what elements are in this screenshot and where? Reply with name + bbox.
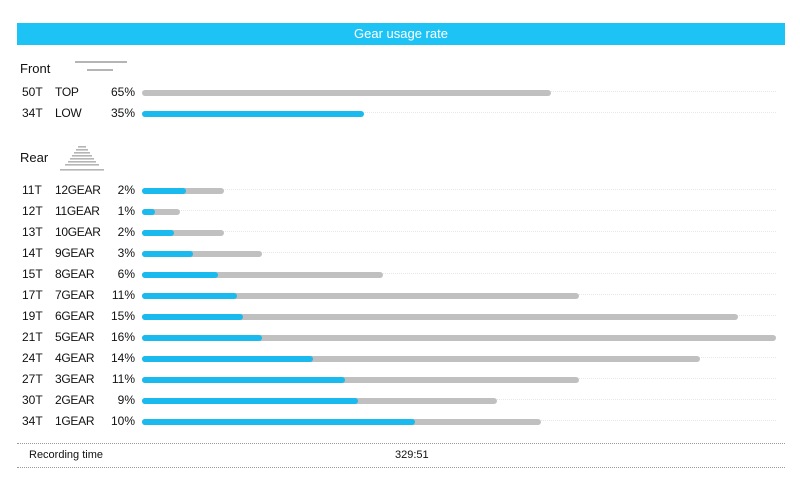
usage-percent: 2% xyxy=(117,225,135,239)
usage-percent: 10% xyxy=(110,414,135,428)
usage-bar-blue xyxy=(142,188,186,194)
gear-label: 5GEAR xyxy=(55,330,95,344)
usage-bar-blue xyxy=(142,230,174,236)
gear-label: 9GEAR xyxy=(55,246,95,260)
footer-divider-top xyxy=(17,443,785,444)
gear-row: 34T 1GEAR 10% xyxy=(0,411,800,432)
gear-row: 12T 11GEAR 1% xyxy=(0,201,800,222)
usage-percent: 1% xyxy=(117,204,135,218)
usage-bar-blue xyxy=(142,377,345,383)
gear-label: 1GEAR xyxy=(55,414,95,428)
tooth-count: 34T xyxy=(22,106,43,120)
gear-usage-header: Gear usage rate xyxy=(17,23,785,45)
gear-row: 30T 2GEAR 9% xyxy=(0,390,800,411)
gear-label: 6GEAR xyxy=(55,309,95,323)
bar-track xyxy=(142,210,776,215)
gear-label: TOP xyxy=(55,85,79,99)
tooth-count: 12T xyxy=(22,204,43,218)
usage-bar-gray xyxy=(142,230,224,236)
gear-label: 8GEAR xyxy=(55,267,95,281)
gear-row: 15T 8GEAR 6% xyxy=(0,264,800,285)
tooth-count: 21T xyxy=(22,330,43,344)
page-title: Gear usage rate xyxy=(354,26,448,41)
gear-row: 34T LOW 35% xyxy=(0,103,800,124)
gear-row: 24T 4GEAR 14% xyxy=(0,348,800,369)
bar-track xyxy=(142,189,776,194)
usage-bar-gray xyxy=(142,377,579,383)
usage-bar-gray xyxy=(142,90,551,96)
usage-percent: 11% xyxy=(111,288,135,302)
usage-percent: 2% xyxy=(117,183,135,197)
gear-label: 2GEAR xyxy=(55,393,95,407)
tooth-count: 19T xyxy=(22,309,43,323)
gear-row: 27T 3GEAR 11% xyxy=(0,369,800,390)
usage-percent: 15% xyxy=(110,309,135,323)
tooth-count: 15T xyxy=(22,267,43,281)
gear-row: 11T 12GEAR 2% xyxy=(0,180,800,201)
usage-bar-gray xyxy=(142,293,579,299)
usage-bar-gray xyxy=(142,356,700,362)
tooth-count: 24T xyxy=(22,351,43,365)
usage-percent: 11% xyxy=(111,372,135,386)
gear-row: 13T 10GEAR 2% xyxy=(0,222,800,243)
tooth-count: 11T xyxy=(22,183,42,197)
chainring-icon xyxy=(75,61,127,71)
usage-bar-blue xyxy=(142,335,262,341)
gear-label: 11GEAR xyxy=(55,204,100,218)
usage-bar-gray xyxy=(142,314,738,320)
usage-bar-gray xyxy=(142,272,383,278)
usage-bar-blue xyxy=(142,209,155,215)
usage-bar-blue xyxy=(142,419,415,425)
gear-row: 50T TOP 65% xyxy=(0,82,800,103)
bar-track xyxy=(142,231,776,236)
usage-percent: 16% xyxy=(110,330,135,344)
rear-section-label: Rear xyxy=(20,150,49,165)
tooth-count: 30T xyxy=(22,393,43,407)
recording-time-value: 329:51 xyxy=(395,449,429,461)
cassette-icon xyxy=(60,146,104,171)
tooth-count: 34T xyxy=(22,414,43,428)
usage-bar-blue xyxy=(142,272,218,278)
bar-track xyxy=(142,273,776,278)
usage-bar-blue xyxy=(142,356,313,362)
tooth-count: 50T xyxy=(22,85,43,99)
gear-label: 7GEAR xyxy=(55,288,95,302)
usage-bar-gray xyxy=(142,209,180,215)
usage-bar-blue xyxy=(142,251,193,257)
usage-percent: 9% xyxy=(117,393,135,407)
bar-track xyxy=(142,112,776,117)
usage-percent: 14% xyxy=(110,351,135,365)
recording-time-label: Recording time xyxy=(29,449,103,461)
usage-bar-blue xyxy=(142,398,358,404)
gear-row: 14T 9GEAR 3% xyxy=(0,243,800,264)
tooth-count: 27T xyxy=(22,372,43,386)
usage-bar-gray xyxy=(142,335,776,341)
tooth-count: 13T xyxy=(22,225,43,239)
gear-label: 3GEAR xyxy=(55,372,95,386)
usage-percent: 6% xyxy=(117,267,135,281)
gear-label: LOW xyxy=(55,106,82,120)
usage-percent: 35% xyxy=(110,106,135,120)
usage-bar-gray xyxy=(142,251,262,257)
bar-track xyxy=(142,252,776,257)
tooth-count: 17T xyxy=(22,288,43,302)
usage-bar-blue xyxy=(142,314,243,320)
usage-bar-blue xyxy=(142,111,364,117)
usage-percent: 65% xyxy=(110,85,135,99)
gear-label: 10GEAR xyxy=(55,225,101,239)
footer-divider-bottom xyxy=(17,467,785,468)
usage-bar-blue xyxy=(142,293,237,299)
gear-row: 17T 7GEAR 11% xyxy=(0,285,800,306)
gear-label: 4GEAR xyxy=(55,351,95,365)
tooth-count: 14T xyxy=(22,246,43,260)
gear-row: 21T 5GEAR 16% xyxy=(0,327,800,348)
front-section-label: Front xyxy=(20,61,51,76)
usage-percent: 3% xyxy=(117,246,135,260)
gear-row: 19T 6GEAR 15% xyxy=(0,306,800,327)
gear-label: 12GEAR xyxy=(55,183,101,197)
